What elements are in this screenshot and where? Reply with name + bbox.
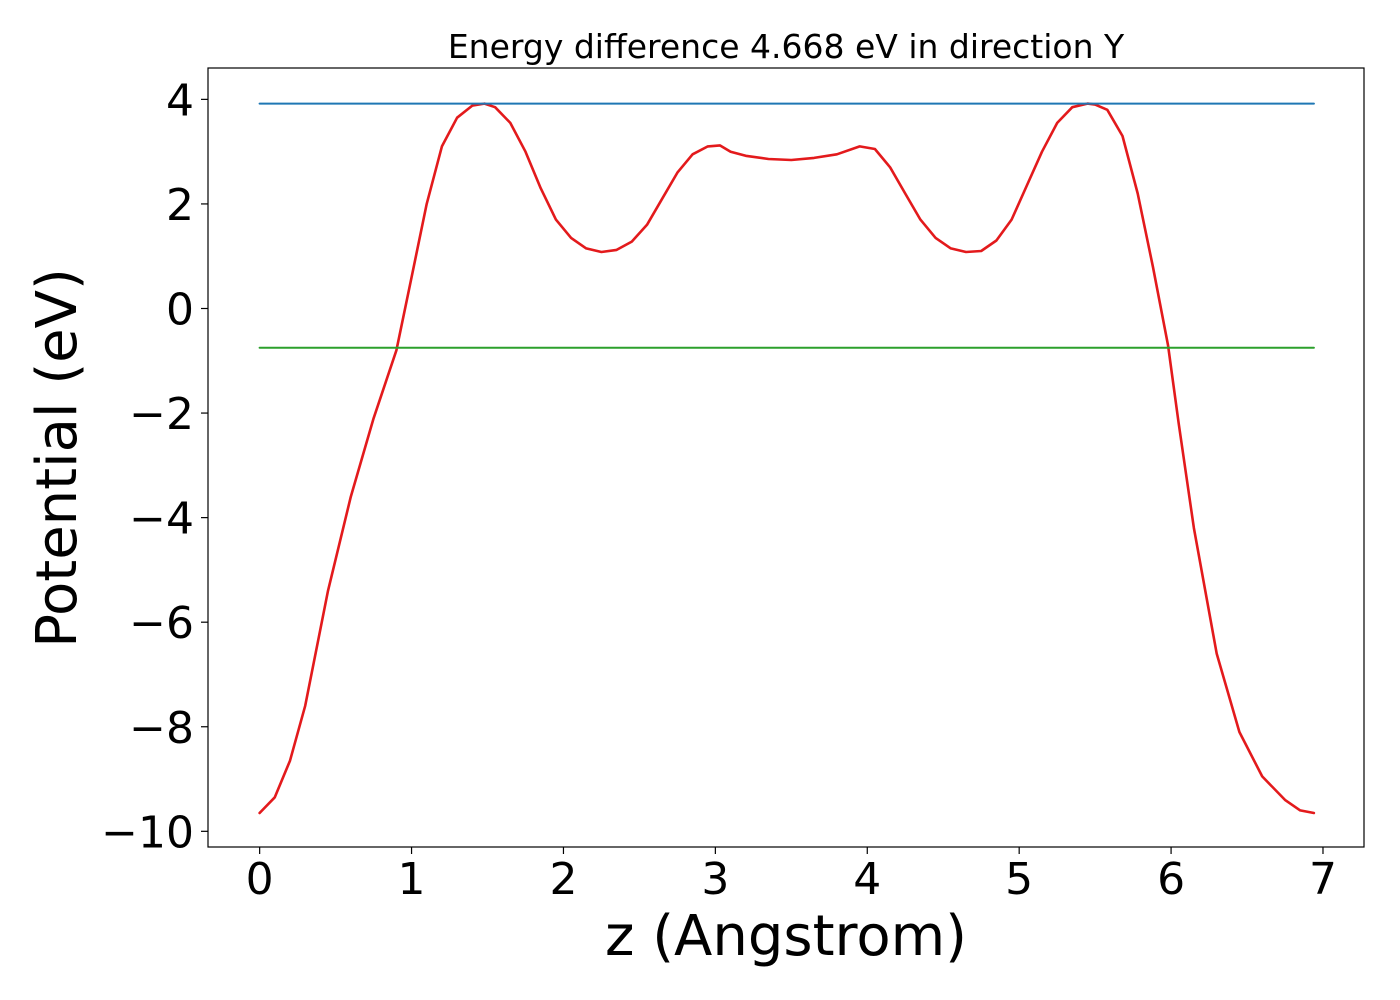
series-line-potential xyxy=(258,102,1316,815)
y-axis: 4 2 0 −2 −4 −6 −8 −10 xyxy=(101,75,208,858)
x-tick-label: 0 xyxy=(246,854,274,905)
y-tick-label: −10 xyxy=(101,807,194,858)
y-tick-label: 0 xyxy=(166,284,194,335)
plot-frame xyxy=(207,67,1365,848)
x-axis-label: z (Angstrom) xyxy=(605,904,967,969)
x-tick-label: 6 xyxy=(1157,854,1185,905)
x-tick-label: 2 xyxy=(549,854,577,905)
x-tick-label: 5 xyxy=(1005,854,1033,905)
chart-title: Energy difference 4.668 eV in direction … xyxy=(448,27,1125,66)
x-tick-label: 4 xyxy=(853,854,881,905)
y-tick-label: −2 xyxy=(129,389,194,440)
x-axis: 0 1 2 3 4 5 6 7 xyxy=(246,847,1337,905)
x-tick-label: 7 xyxy=(1309,854,1337,905)
y-axis-label: Potential (eV) xyxy=(25,268,90,648)
y-tick-label: −8 xyxy=(129,703,194,754)
y-tick-label: 4 xyxy=(166,75,194,126)
y-tick-label: −6 xyxy=(129,598,194,649)
x-tick-label: 1 xyxy=(398,854,426,905)
x-tick-label: 3 xyxy=(701,854,729,905)
series-layer xyxy=(258,102,1316,815)
y-tick-label: 2 xyxy=(166,180,194,231)
y-tick-label: −4 xyxy=(129,494,194,545)
